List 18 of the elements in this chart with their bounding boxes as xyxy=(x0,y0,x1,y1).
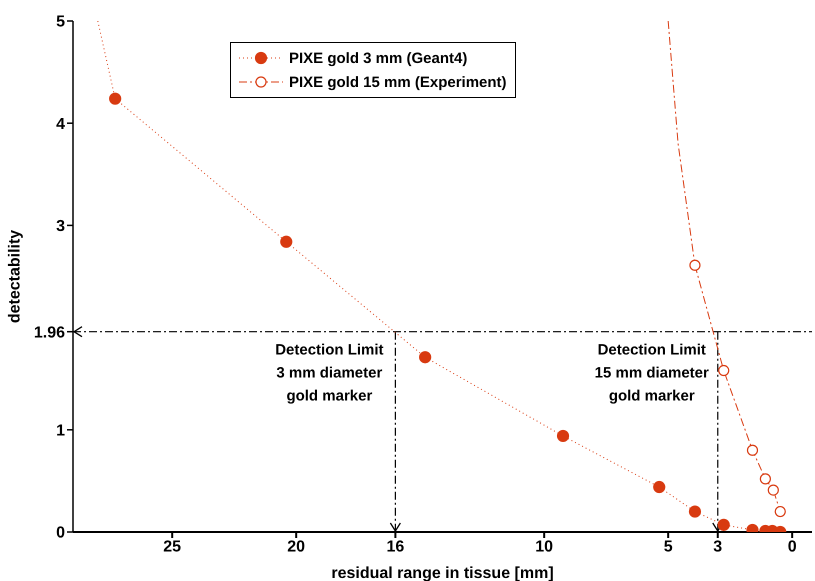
legend-label: PIXE gold 3 mm (Geant4) xyxy=(289,50,468,66)
y-tick-label: 3 xyxy=(56,218,66,236)
y-tick-label: 4 xyxy=(56,116,66,133)
legend-label: PIXE gold 15 mm (Experiment) xyxy=(289,74,507,90)
x-tick-label: 10 xyxy=(535,538,554,556)
x-tick-label: 0 xyxy=(788,538,797,556)
y-tick-label: 5 xyxy=(56,14,66,31)
y-tick-label: 1.96 xyxy=(34,324,66,342)
y-axis-title: detectability xyxy=(6,230,24,324)
x-tick-label: 20 xyxy=(287,538,306,556)
x-tick-label: 16 xyxy=(386,538,404,556)
y-tick-label: 1 xyxy=(56,422,66,440)
y-tick-label: 0 xyxy=(56,524,66,542)
x-tick-label: 3 xyxy=(713,538,722,556)
ref-line-label: Detection Limit 3 mm diameter gold marker xyxy=(275,342,384,405)
ref-line-label: Detection Limit 15 mm diameter gold marker xyxy=(594,342,710,405)
x-tick-label: 25 xyxy=(163,538,182,556)
x-tick-label: 5 xyxy=(664,538,673,556)
